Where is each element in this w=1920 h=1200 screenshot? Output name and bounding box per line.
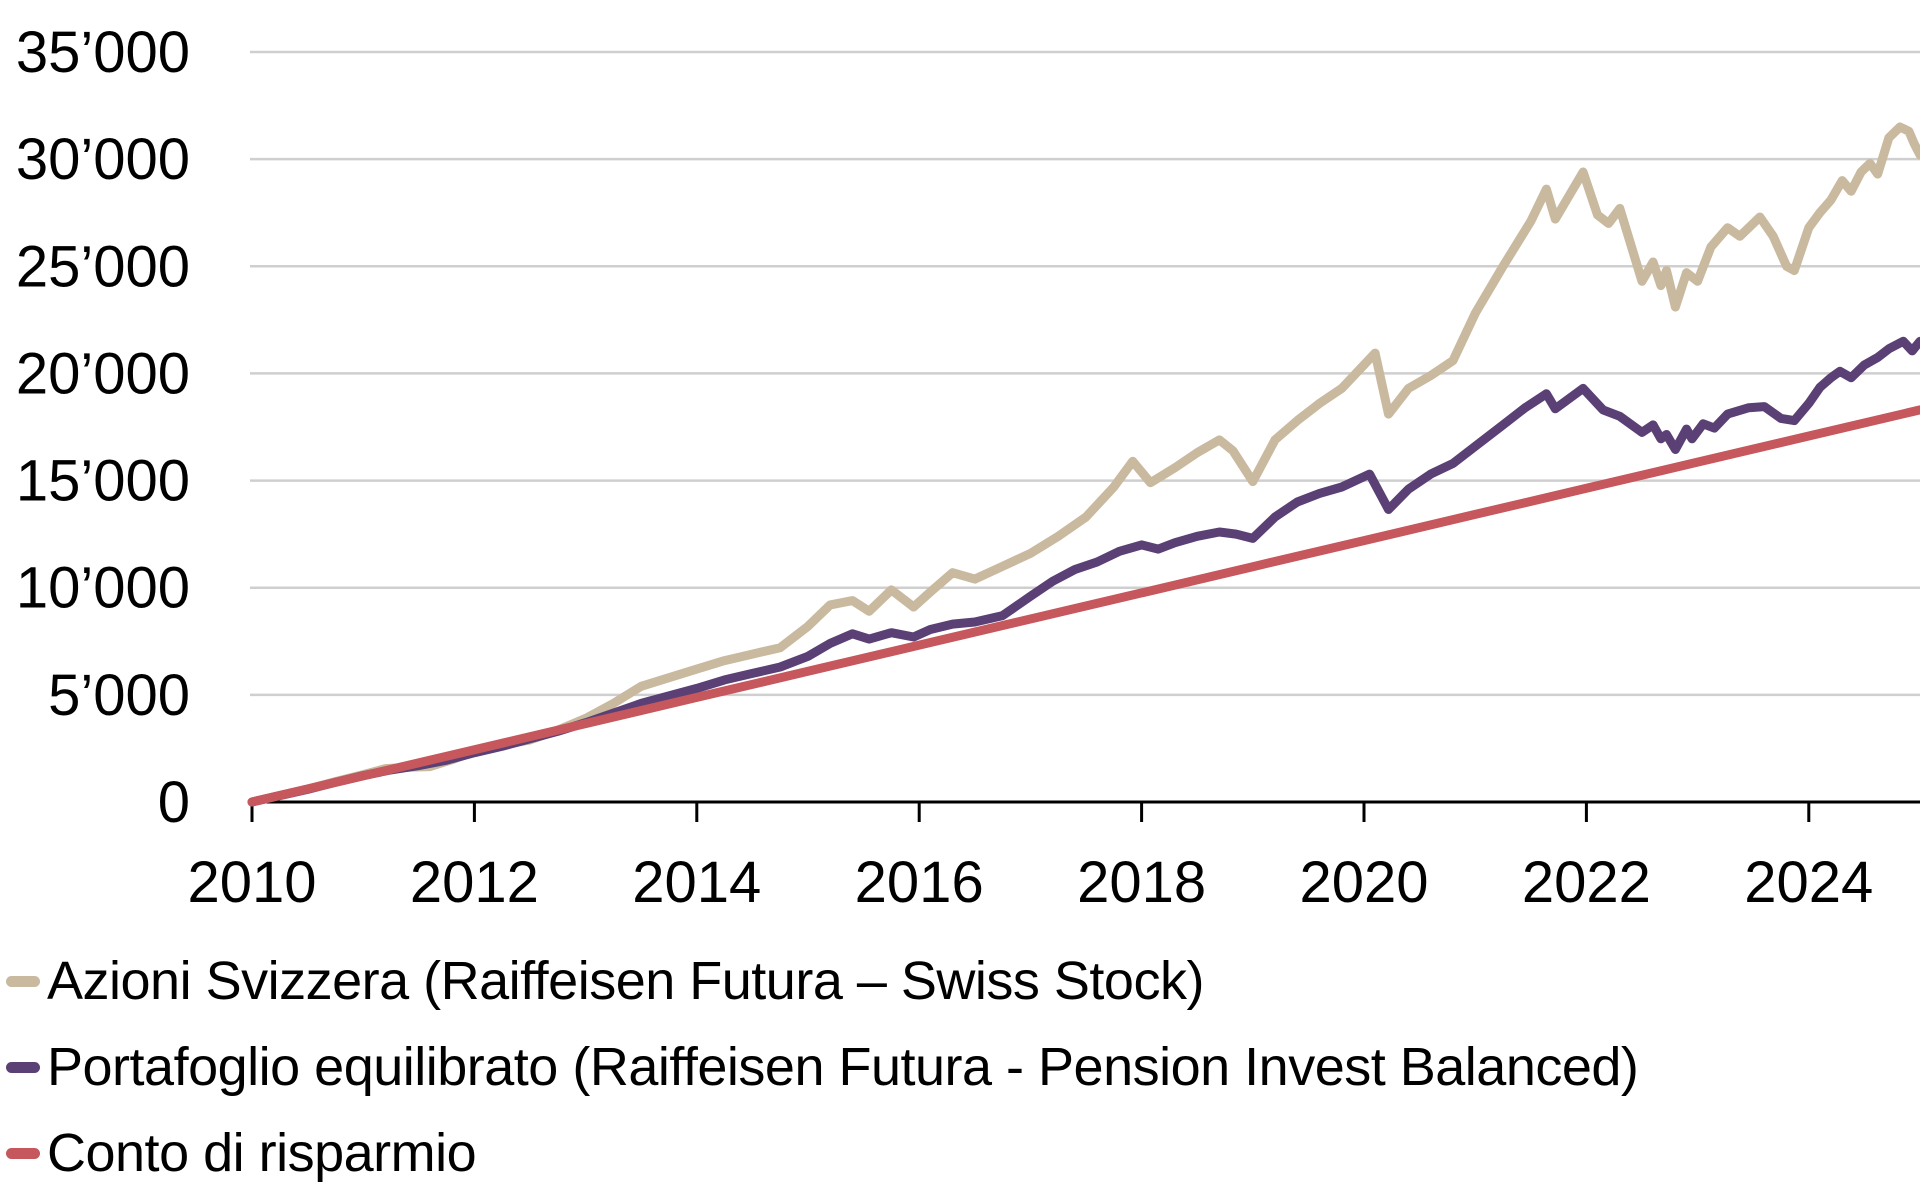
conto-di-risparmio-label: Conto di risparmio [47,1123,477,1183]
chart-legend: Azioni Svizzera (Raiffeisen Futura – Swi… [6,938,1920,1196]
azioni-svizzera-label: Azioni Svizzera (Raiffeisen Futura – Swi… [47,951,1204,1011]
x-tick-label-2016: 2016 [855,850,984,915]
performance-line-chart: 0 5’000 10’000 15’000 20’000 25’000 30’000 35’0… [16,20,1920,915]
y-tick-label-0: 0 [158,770,190,835]
conto-di-risparmio-color-swatch [6,1147,40,1159]
y-tick-label-30000: 30’000 [16,127,190,192]
y-tick-label-20000: 20’000 [16,341,190,406]
y-tick-label-25000: 25’000 [16,234,190,299]
legend-item-conto-di-risparmio: Conto di risparmio [6,1110,1920,1196]
x-tick-label-2018: 2018 [1077,850,1206,915]
x-tick-label-2010: 2010 [187,850,316,915]
azioni-svizzera-color-swatch [6,975,40,987]
y-tick-label-35000: 35’000 [16,20,190,85]
portafoglio-equilibrato-color-swatch [6,1061,40,1073]
x-tick-label-2014: 2014 [632,850,761,915]
y-tick-label-15000: 15’000 [16,449,190,514]
series-line-azioni-svizzera [247,122,1920,807]
legend-item-azioni-svizzera: Azioni Svizzera (Raiffeisen Futura – Swi… [6,938,1920,1024]
legend-item-portafoglio-equilibrato: Portafoglio equilibrato (Raiffeisen Futu… [6,1024,1920,1110]
x-tick-label-2012: 2012 [410,850,539,915]
portafoglio-equilibrato-label: Portafoglio equilibrato (Raiffeisen Futu… [47,1037,1639,1097]
y-tick-label-10000: 10’000 [16,556,190,621]
x-tick-label-2022: 2022 [1522,850,1651,915]
y-tick-label-5000: 5’000 [48,663,190,728]
x-tick-label-2020: 2020 [1299,850,1428,915]
series-line-portafoglio-equilibrato [247,336,1920,807]
series-line-conto-di-risparmio [247,405,1920,807]
x-tick-label-2024: 2024 [1744,850,1873,915]
